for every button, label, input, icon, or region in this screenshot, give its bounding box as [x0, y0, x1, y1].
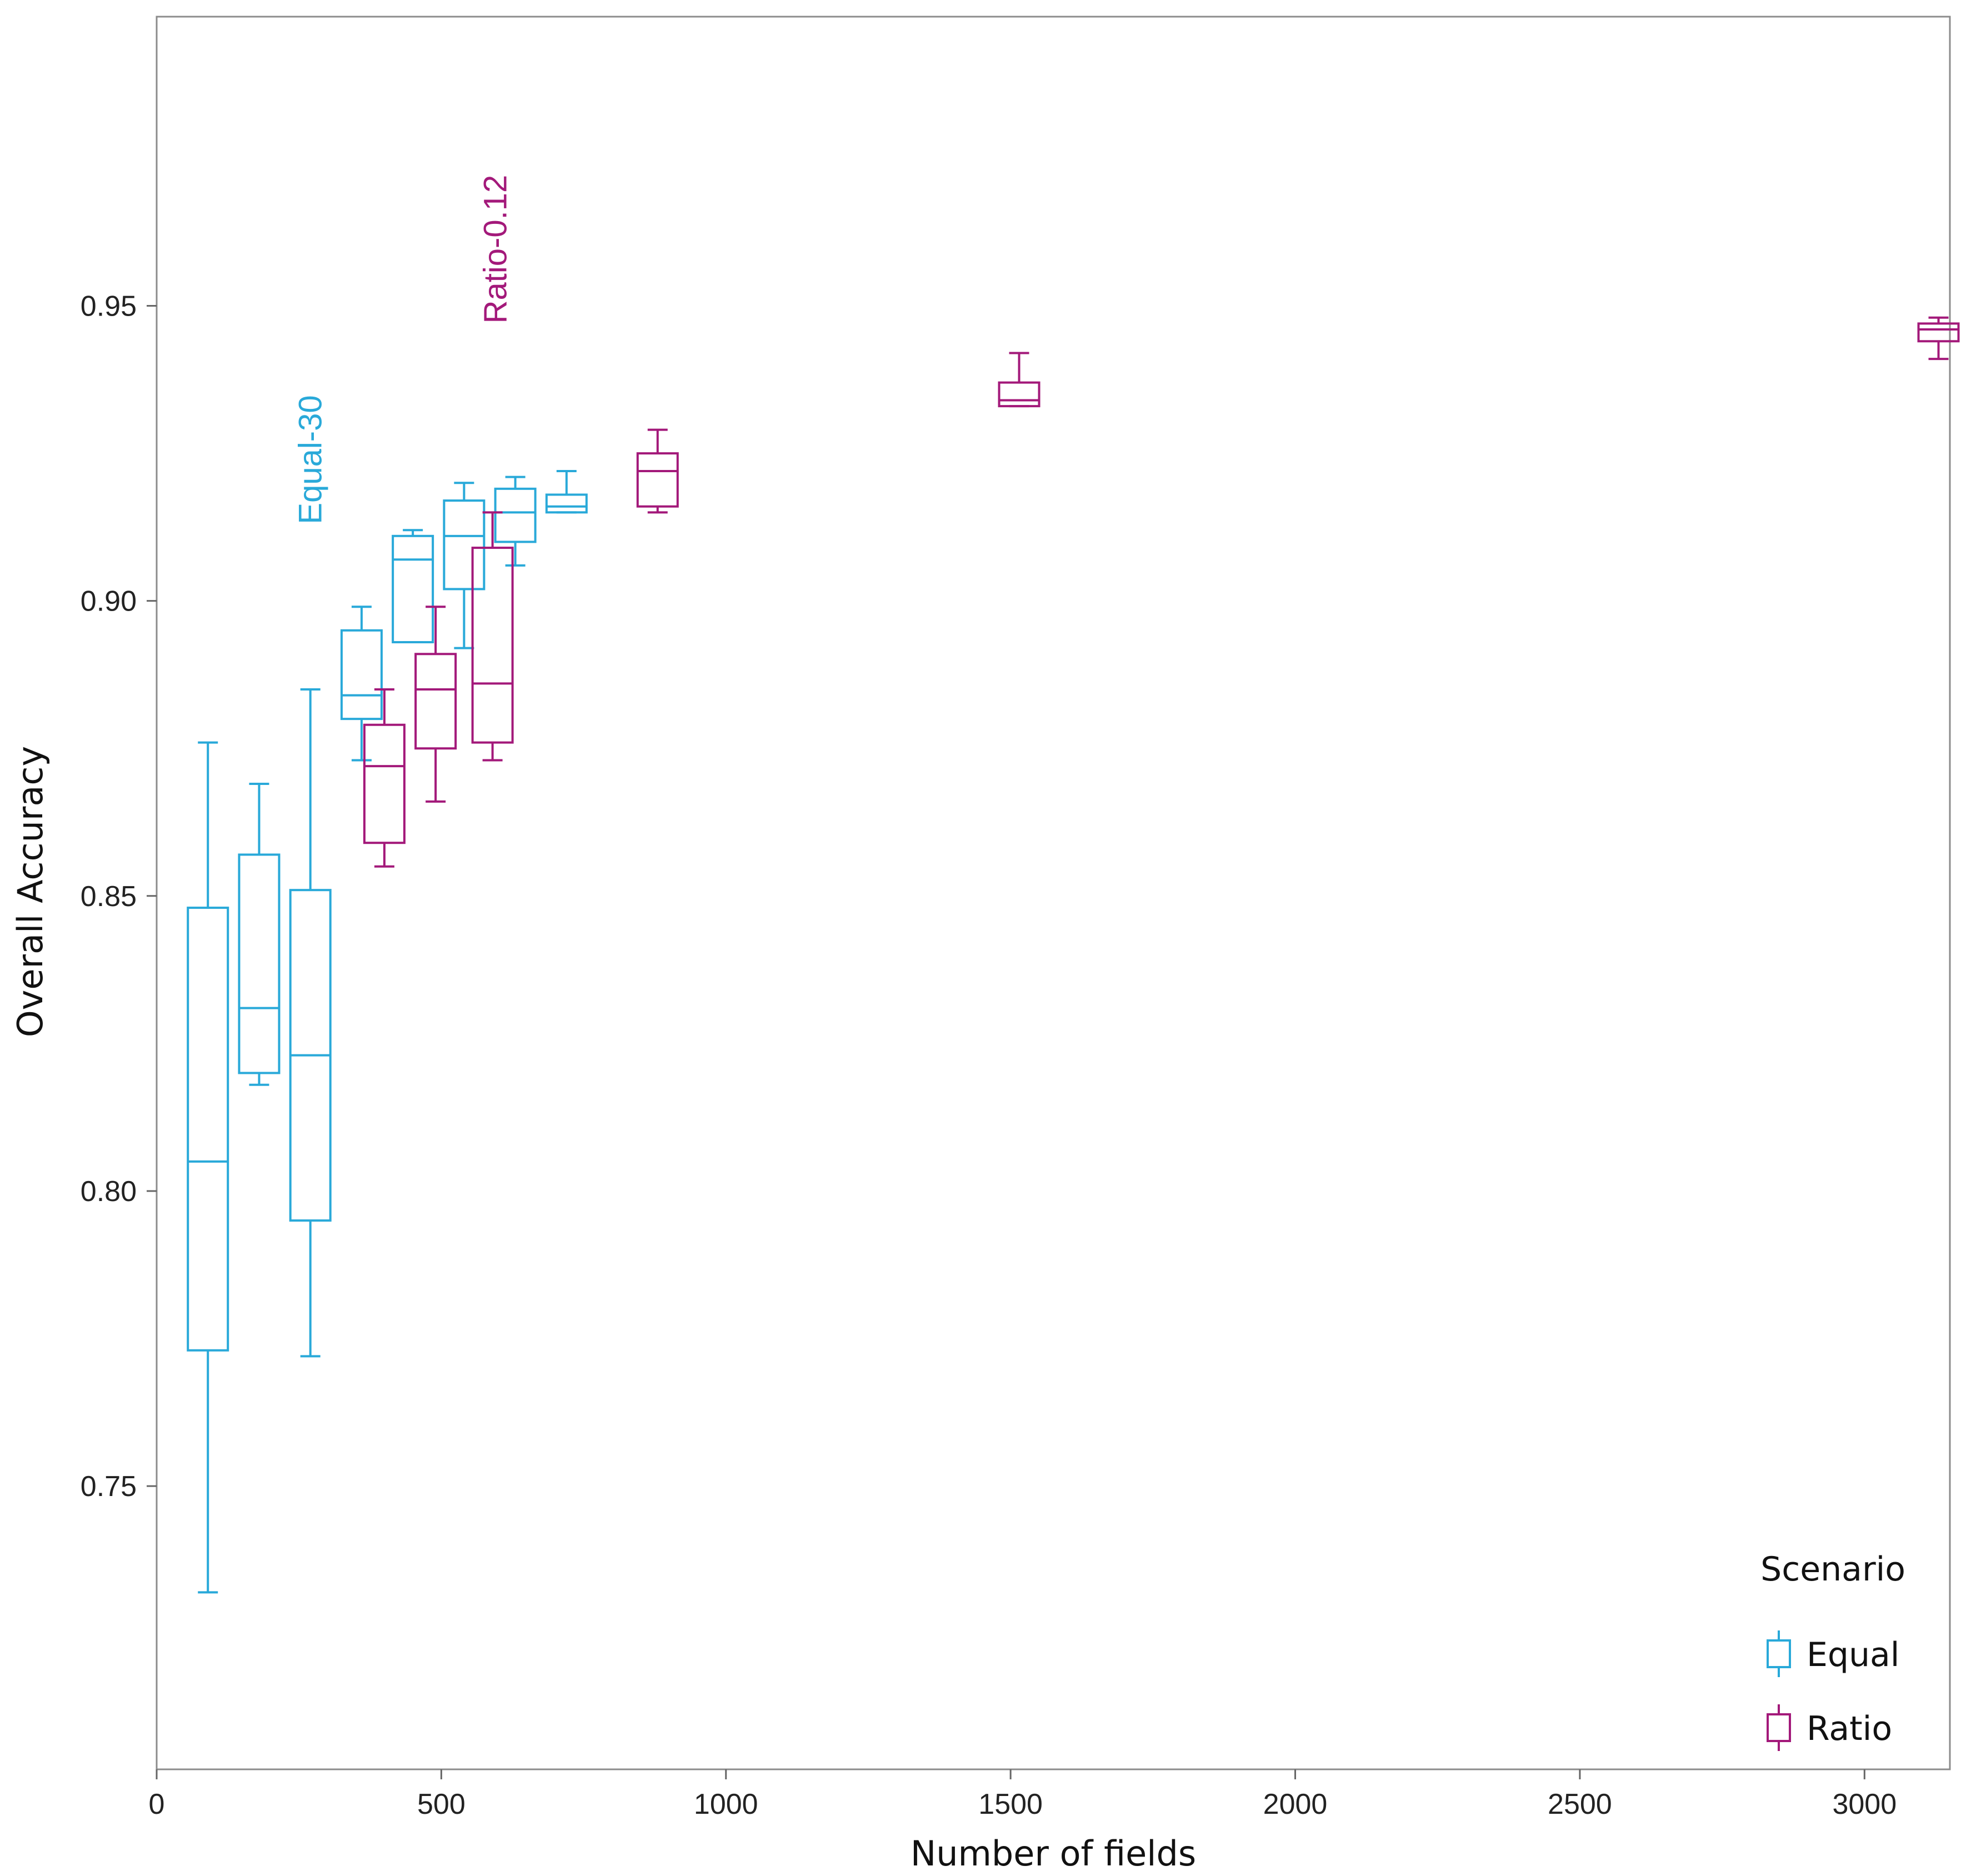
legend-swatch	[1767, 1713, 1791, 1742]
box-ratio	[1917, 316, 1960, 361]
box-ratio	[363, 688, 406, 868]
annotation-label: Equal-30	[293, 395, 329, 524]
x-tick-label: 2500	[1548, 1788, 1612, 1820]
box-equal	[187, 741, 229, 1594]
iqr-box	[545, 493, 588, 514]
axis-ticks: 0 500 1000 1500 2000 2500 3000 0.75 0.80 0.85 0.90…	[81, 291, 1897, 1820]
box-ratio	[998, 352, 1040, 408]
annotation-label: Ratio-0.12	[478, 175, 514, 324]
x-axis-title: Number of fields	[911, 1833, 1196, 1874]
iqr-box	[998, 381, 1040, 408]
x-tick-label: 1000	[694, 1788, 758, 1820]
box-equal	[340, 606, 383, 762]
box-series	[187, 316, 1960, 1594]
legend-title: Scenario	[1760, 1550, 1905, 1589]
y-axis-title: Overall Accuracy	[10, 746, 51, 1037]
legend-label: Equal	[1807, 1635, 1899, 1674]
iqr-box	[187, 907, 229, 1352]
box-equal	[545, 469, 588, 514]
iqr-box	[1917, 322, 1960, 343]
iqr-box	[494, 487, 537, 543]
legend-item-equal: Equal	[1767, 1630, 1899, 1677]
iqr-box	[636, 452, 679, 508]
x-tick-label: 3000	[1832, 1788, 1897, 1820]
iqr-box	[471, 547, 514, 744]
iqr-box	[340, 629, 383, 721]
x-tick-label: 0	[149, 1788, 165, 1820]
annotations: Equal-30 Ratio-0.12	[293, 175, 514, 524]
box-ratio	[471, 511, 514, 762]
iqr-box	[443, 499, 486, 591]
legend: Scenario Equal Ratio	[1760, 1550, 1905, 1751]
legend-swatch	[1767, 1639, 1791, 1668]
plot-area	[156, 16, 1951, 1770]
iqr-box	[238, 853, 281, 1074]
box-ratio	[636, 428, 679, 514]
iqr-box	[414, 653, 457, 750]
y-tick-label: 0.90	[81, 586, 137, 618]
y-tick-label: 0.95	[81, 291, 137, 323]
iqr-box	[392, 534, 434, 644]
y-tick-label: 0.75	[81, 1470, 137, 1503]
box-equal	[443, 482, 486, 649]
y-tick-label: 0.85	[81, 881, 137, 913]
legend-item-ratio: Ratio	[1767, 1704, 1892, 1751]
x-tick-label: 1500	[978, 1788, 1043, 1820]
x-tick-label: 2000	[1263, 1788, 1328, 1820]
box-ratio	[414, 606, 457, 803]
y-tick-label: 0.80	[81, 1175, 137, 1208]
box-equal	[238, 782, 281, 1086]
x-tick-label: 500	[417, 1788, 466, 1820]
iqr-box	[363, 723, 406, 844]
box-equal	[392, 529, 434, 644]
box-equal	[289, 688, 332, 1358]
legend-label: Ratio	[1807, 1709, 1892, 1748]
